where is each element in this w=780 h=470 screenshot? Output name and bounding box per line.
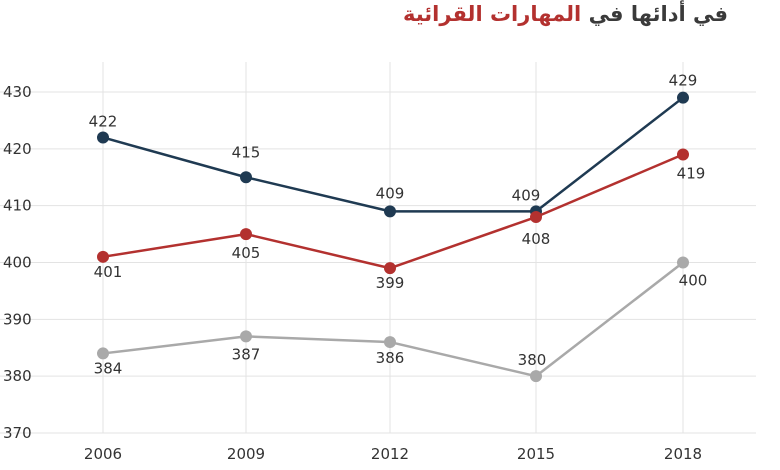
gridlines	[0, 62, 756, 434]
y-tick-label: 390	[3, 310, 32, 328]
y-tick-label: 400	[3, 254, 32, 272]
data-point	[240, 228, 252, 241]
chart-title: في أدائها في المهارات القرائية	[403, 2, 728, 26]
y-axis: 370 380 390 400 410 420 430	[3, 83, 32, 442]
series-group: 422 415 409 409 429 401 405 399 408 419 384 387 386 3…	[89, 72, 708, 383]
y-tick-label: 420	[3, 140, 32, 158]
data-label: 408	[522, 230, 551, 248]
data-label: 386	[376, 349, 405, 367]
data-label: 419	[677, 165, 706, 183]
data-point	[677, 91, 689, 104]
x-axis: 2006 2009 2012 2015 2018	[84, 445, 702, 463]
data-point	[530, 370, 542, 383]
data-label: 399	[376, 274, 405, 292]
data-label: 400	[679, 272, 708, 290]
data-point	[97, 131, 109, 144]
data-label: 415	[232, 143, 261, 161]
data-point	[677, 148, 689, 161]
data-label: 384	[94, 359, 123, 377]
data-point	[97, 347, 109, 360]
x-tick-label: 2015	[517, 445, 555, 463]
data-point	[384, 262, 396, 275]
data-label: 405	[232, 244, 261, 262]
y-tick-label: 430	[3, 83, 32, 101]
data-label: 429	[669, 72, 698, 90]
x-tick-label: 2009	[227, 445, 265, 463]
title-part-2: المهارات القرائية	[402, 2, 582, 26]
data-point	[530, 211, 542, 224]
data-point	[240, 171, 252, 184]
data-label: 409	[376, 184, 405, 202]
data-label: 401	[94, 263, 123, 281]
data-point	[240, 330, 252, 343]
data-point	[384, 336, 396, 349]
title-part-1: في أدائها في	[588, 2, 728, 26]
data-label: 387	[232, 345, 261, 363]
y-tick-label: 380	[3, 367, 32, 385]
data-label: 380	[518, 351, 547, 369]
data-point	[677, 256, 689, 269]
y-tick-label: 410	[3, 197, 32, 215]
data-label: 422	[89, 112, 118, 130]
data-point	[384, 205, 396, 218]
data-label: 409	[512, 186, 541, 204]
y-tick-label: 370	[3, 424, 32, 442]
data-point	[97, 250, 109, 263]
x-tick-label: 2012	[371, 445, 409, 463]
x-tick-label: 2006	[84, 445, 122, 463]
x-tick-label: 2018	[664, 445, 702, 463]
